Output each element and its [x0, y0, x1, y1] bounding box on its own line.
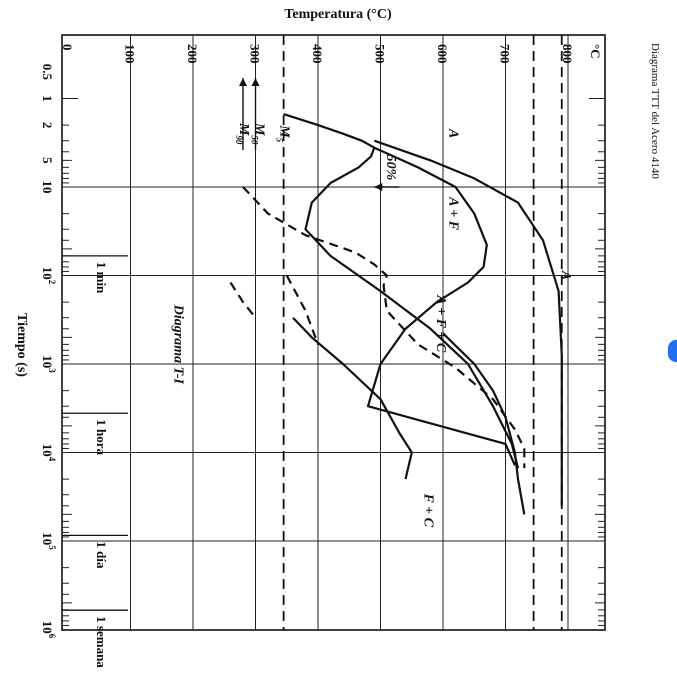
plot-frame [61, 34, 606, 631]
x-tick-label: 105 [40, 532, 57, 550]
x-tick-label: 5 [40, 157, 55, 164]
y-tick-text: 500 [373, 44, 388, 64]
y-tick-label: 500 [373, 44, 388, 64]
region-label-text: M5 [275, 124, 292, 142]
ttt-curve [373, 139, 563, 506]
x-tick-text: 103 [40, 355, 57, 373]
region-label-text: A [445, 128, 460, 138]
region-label: A [558, 270, 573, 280]
x-tick-exponent: 3 [47, 368, 57, 373]
x-axis-label-text: Tiempo (s) [14, 313, 29, 377]
y-tick-text: 700 [498, 44, 513, 64]
region-label: F + C [420, 493, 435, 528]
reference-arrowhead [251, 78, 260, 86]
x-tick-exponent: 2 [47, 280, 57, 285]
region-label: M50 [250, 122, 267, 145]
region-label-text: A [558, 270, 573, 280]
x-tick-label: 2 [40, 122, 55, 128]
side-title-panel: Diagrama TTT del Acero 4140 [649, 43, 661, 179]
region-label-text: 50% [383, 155, 398, 181]
ttt-curve [229, 281, 257, 319]
reference-arrowhead [239, 78, 247, 86]
y-tick-label: 800 [560, 44, 575, 64]
region-label: A [445, 128, 460, 138]
y-tick-label: 100 [123, 44, 138, 64]
region-label: A + F [445, 196, 460, 231]
side-title: Diagrama TTT del Acero 4140 [649, 43, 661, 179]
ttt-curve [283, 113, 520, 469]
time-marker-text: 1 semana [94, 616, 109, 668]
x-tick-text: 2 [40, 122, 55, 128]
region-label: M90 [234, 122, 251, 145]
time-marker-label: 1 min [94, 262, 109, 294]
x-tick-text: 106 [40, 621, 57, 639]
x-tick-label: 102 [40, 267, 57, 285]
region-label-text: A + F [445, 196, 460, 231]
region-label: 50% [383, 155, 398, 181]
y-tick-label: 600 [435, 44, 450, 64]
y-tick-text: 0 [60, 44, 75, 51]
x-tick-text: 105 [40, 532, 57, 550]
y-tick-text: 400 [310, 44, 325, 64]
time-marker-label: 1 día [94, 541, 109, 569]
region-label-text: Diagrama T-I [170, 304, 185, 385]
y-unit-label: °C [588, 44, 603, 59]
time-marker-label: 1 semana [94, 616, 109, 668]
region-label-subscript: 50 [250, 135, 260, 145]
y-tick-label: 200 [185, 44, 200, 64]
x-tick-text: 5 [40, 157, 55, 164]
x-tick-text: 1 [40, 95, 55, 102]
x-axis-label: Tiempo (s) [14, 313, 29, 377]
region-label-subscript: 5 [275, 138, 285, 143]
time-marker-text: 1 día [94, 541, 109, 569]
y-axis-label: Temperatura (°C) [284, 7, 392, 22]
time-marker-label: 1 hora [94, 419, 109, 455]
region-label: A + F + C [433, 294, 448, 353]
region-label-text: M50 [250, 122, 267, 145]
y-tick-text: 200 [185, 44, 200, 64]
x-tick-label: 104 [40, 444, 57, 462]
y-tick-text: 600 [435, 44, 450, 64]
x-tick-text: 104 [40, 444, 57, 462]
x-tick-text: 0.5 [40, 64, 55, 81]
region-label-text: F + C [420, 493, 435, 528]
time-marker-text: 1 min [94, 262, 109, 294]
fifty-percent-arrowhead [374, 183, 383, 191]
region-label-subscript: 90 [234, 135, 244, 145]
ttt-curve [285, 274, 320, 345]
y-tick-label: 300 [248, 44, 263, 64]
ttt-curve [292, 316, 413, 480]
ttt-curve [242, 186, 526, 469]
x-tick-label: 1 [40, 95, 55, 102]
x-tick-label: 0.5 [40, 64, 55, 81]
x-tick-label: 10 [40, 181, 55, 194]
y-tick-text: 100 [123, 44, 138, 64]
x-tick-text: 10 [40, 181, 55, 194]
ttt-curve [442, 332, 526, 515]
region-label: Diagrama T-I [170, 304, 185, 385]
region-label: M5 [275, 124, 292, 142]
y-unit-text: °C [588, 44, 603, 59]
y-tick-text: 300 [248, 44, 263, 64]
y-tick-text: 800 [560, 44, 575, 64]
y-tick-label: 0 [60, 44, 75, 51]
y-tick-label: 400 [310, 44, 325, 64]
scroll-indicator[interactable] [668, 340, 677, 362]
x-tick-exponent: 6 [47, 634, 57, 639]
x-tick-label: 103 [40, 355, 57, 373]
y-tick-label: 700 [498, 44, 513, 64]
x-tick-exponent: 4 [47, 457, 57, 462]
region-label-text: A + F + C [433, 294, 448, 353]
x-tick-exponent: 5 [47, 545, 57, 550]
x-tick-text: 102 [40, 267, 57, 285]
time-marker-text: 1 hora [94, 419, 109, 455]
region-label-text: M90 [234, 122, 251, 145]
x-tick-label: 106 [40, 621, 57, 639]
ttt-curve [366, 146, 516, 466]
